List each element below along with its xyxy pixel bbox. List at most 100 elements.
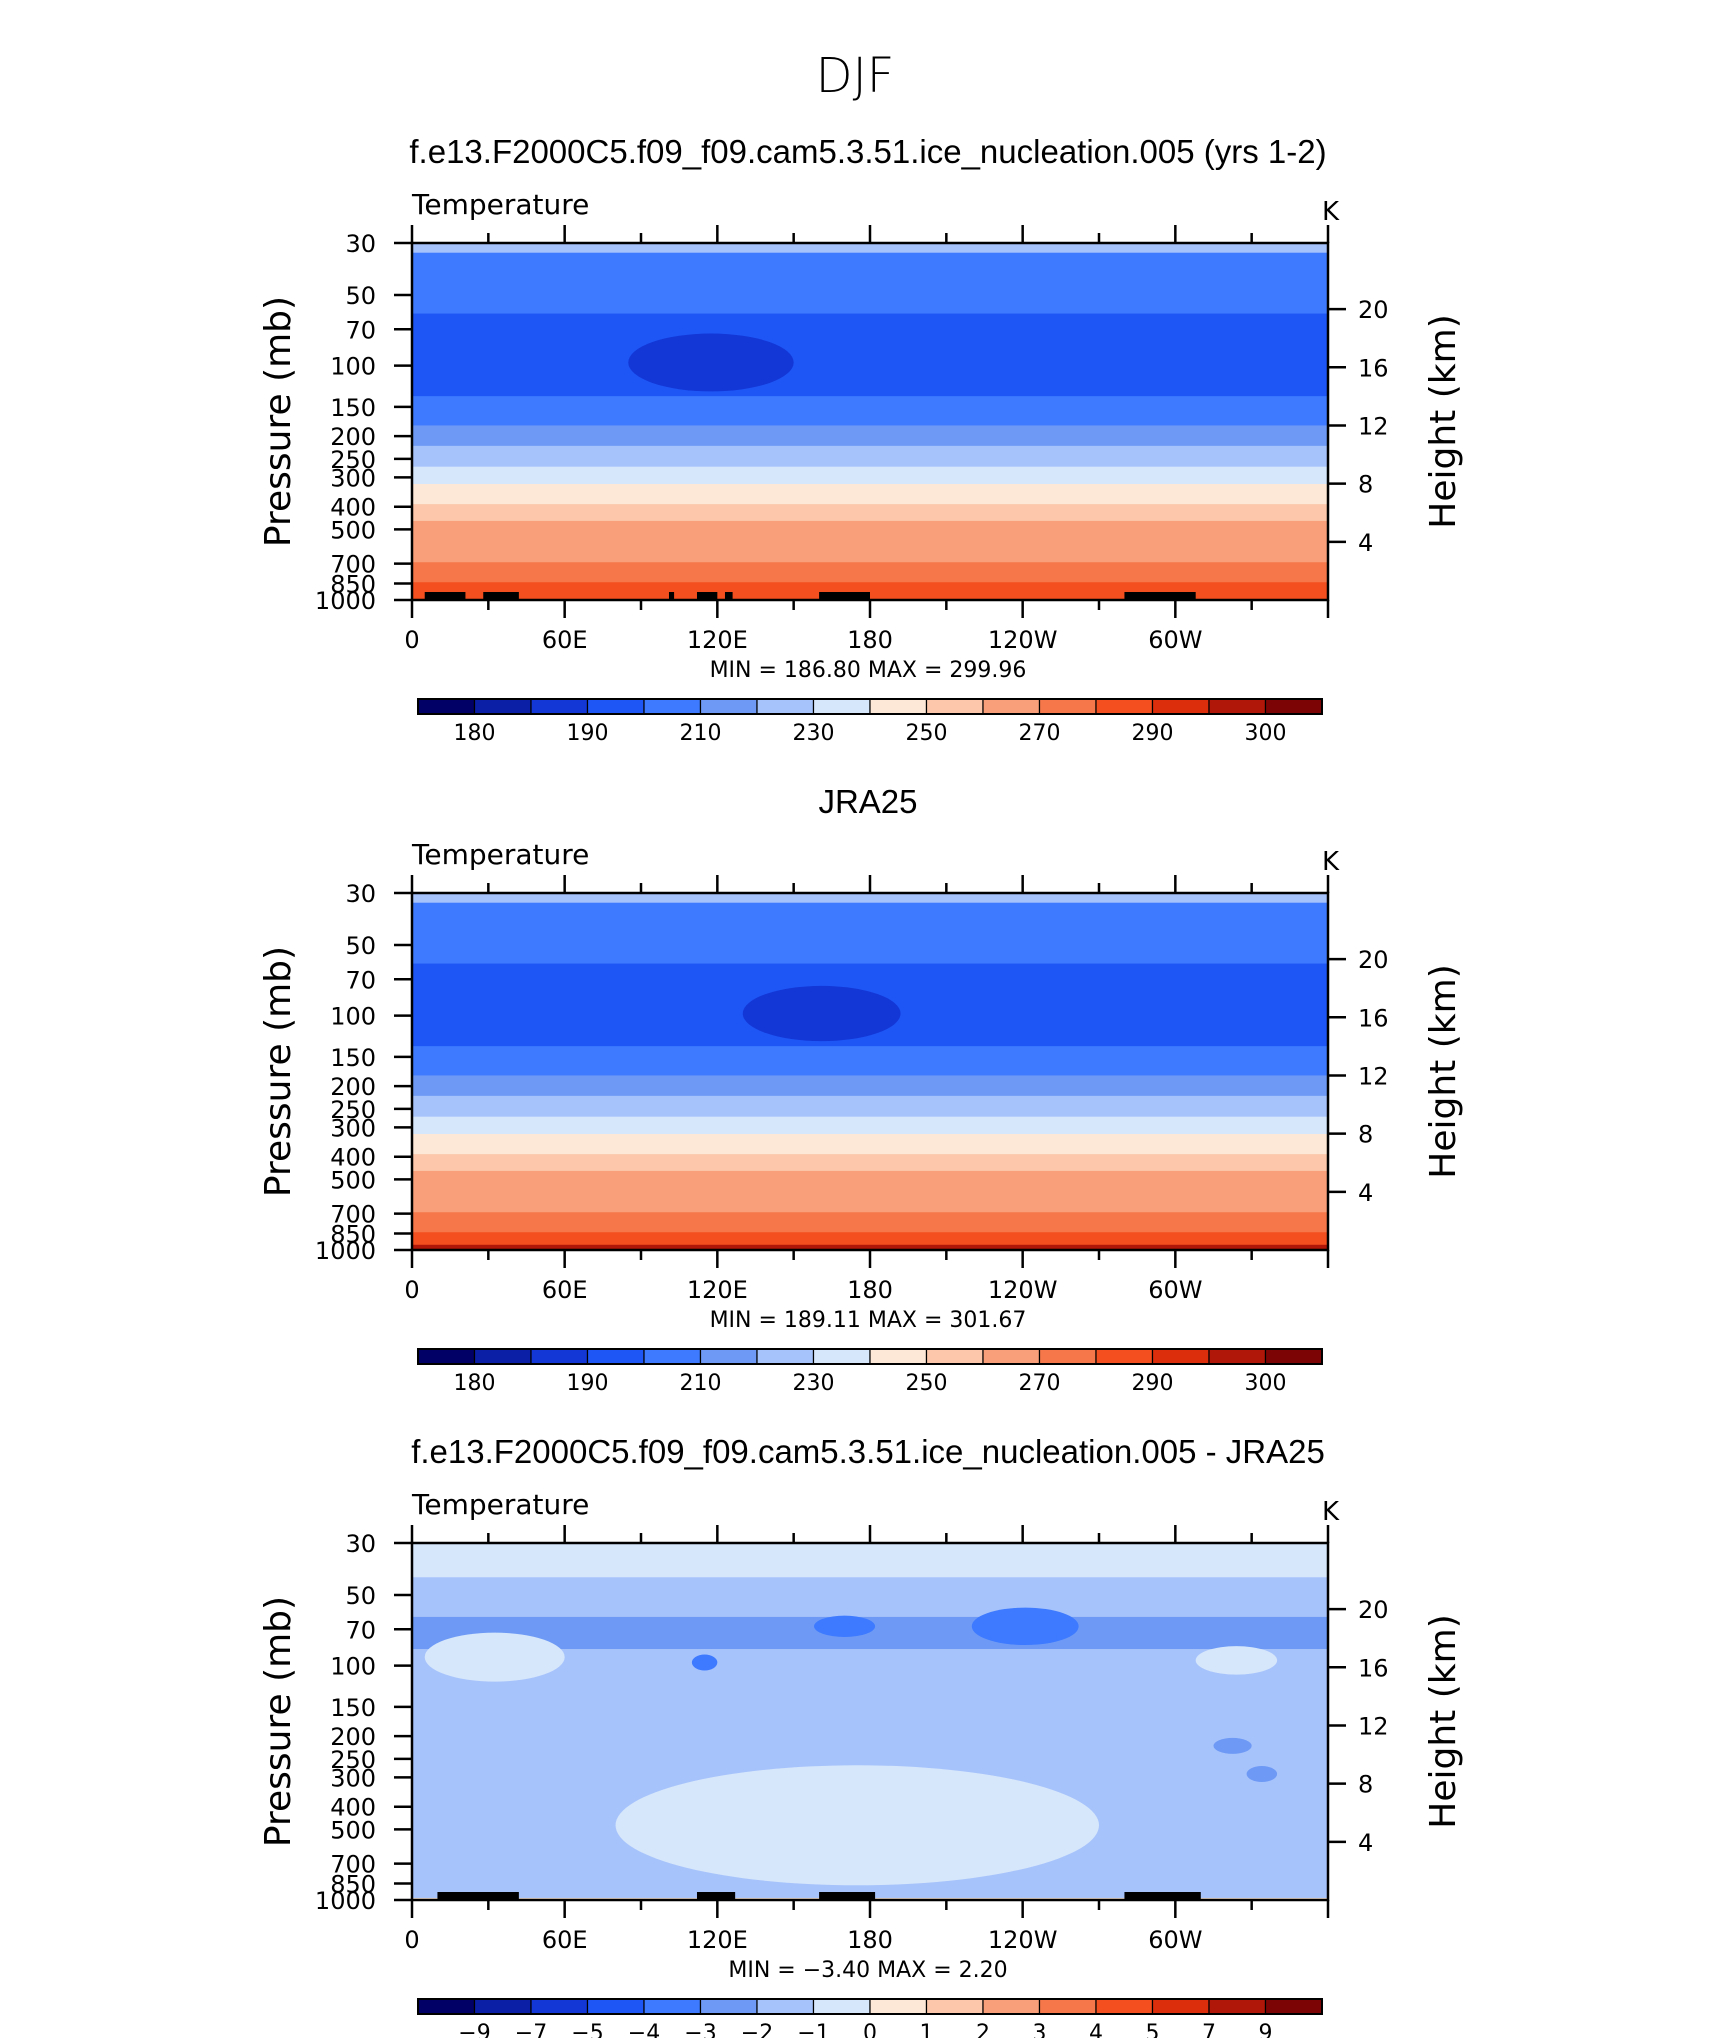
y-tick-label: 50 bbox=[345, 282, 376, 310]
colorbar-swatch bbox=[1264, 698, 1323, 715]
contour-band bbox=[412, 1212, 1328, 1233]
colorbar-label: 2 bbox=[976, 2021, 990, 2038]
x-tick-label: 180 bbox=[847, 1276, 893, 1304]
contour-band bbox=[412, 1577, 1328, 1618]
plot-area bbox=[412, 1543, 1328, 1900]
x-tick-label: 60W bbox=[1148, 1276, 1202, 1304]
colorbar-swatch bbox=[925, 1348, 984, 1365]
panel-1: f.e13.F2000C5.f09_f09.cam5.3.51.ice_nucl… bbox=[258, 133, 1464, 746]
colorbar-swatch bbox=[982, 1348, 1041, 1365]
x-tick-label: 60W bbox=[1148, 626, 1202, 654]
colorbar-label: 0 bbox=[863, 2021, 877, 2038]
contour-band bbox=[412, 466, 1328, 485]
contour-band bbox=[412, 1116, 1328, 1135]
panel-title: f.e13.F2000C5.f09_f09.cam5.3.51.ice_nucl… bbox=[411, 1433, 1325, 1470]
colorbar-label: 210 bbox=[680, 1371, 722, 1396]
colorbar-swatch bbox=[699, 1998, 758, 2015]
colorbar-swatch bbox=[925, 1998, 984, 2015]
colorbar-swatch bbox=[1151, 1998, 1210, 2015]
y-tick-label: 100 bbox=[330, 1003, 376, 1031]
colorbar-swatch bbox=[417, 1998, 476, 2015]
y-tick-label: 300 bbox=[330, 1114, 376, 1142]
contour-band bbox=[412, 1543, 1328, 1578]
x-tick-label: 120E bbox=[687, 626, 748, 654]
x-tick-label: 120E bbox=[687, 1276, 748, 1304]
y-axis-title: Pressure (mb) bbox=[258, 296, 299, 547]
y-tick-label: 850 bbox=[330, 570, 376, 598]
colorbar-swatch bbox=[756, 698, 815, 715]
x-tick-label: 120W bbox=[988, 1926, 1058, 1954]
colorbar-label: 210 bbox=[680, 721, 722, 746]
contour-band bbox=[412, 396, 1328, 426]
y-tick-label: 200 bbox=[330, 423, 376, 451]
contour-feature bbox=[742, 985, 901, 1042]
colorbar-swatch bbox=[982, 1998, 1041, 2015]
contour-band bbox=[412, 1075, 1328, 1097]
land-mask bbox=[724, 592, 733, 600]
y-tick-label: 200 bbox=[330, 1723, 376, 1751]
y-tick-label: 700 bbox=[330, 551, 376, 579]
right-axis-title: Height (km) bbox=[1423, 964, 1464, 1178]
colorbar-frame bbox=[417, 1998, 1323, 2015]
colorbar-label: 190 bbox=[567, 721, 609, 746]
contour-band bbox=[412, 252, 1328, 315]
page-title: DJF bbox=[816, 48, 895, 104]
contour-feature bbox=[1246, 1765, 1278, 1782]
contour-band bbox=[412, 582, 1328, 600]
units-label: K bbox=[1322, 1497, 1340, 1527]
colorbar-swatch bbox=[586, 1998, 645, 2015]
colorbar-swatch bbox=[869, 698, 928, 715]
contour-band bbox=[412, 893, 1328, 904]
land-mask bbox=[437, 1892, 519, 1900]
units-label: K bbox=[1322, 197, 1340, 227]
x-tick-label: 0 bbox=[404, 1276, 419, 1304]
contour-band bbox=[412, 1133, 1328, 1155]
colorbar-swatch bbox=[1095, 1998, 1154, 2015]
y-tick-label: 700 bbox=[330, 1201, 376, 1229]
min-max-label: MIN = 186.80 MAX = 299.96 bbox=[710, 658, 1027, 683]
contour-band bbox=[412, 902, 1328, 965]
plot-area bbox=[412, 243, 1328, 600]
contour-band bbox=[412, 1095, 1328, 1118]
y-tick-label: 850 bbox=[330, 1220, 376, 1248]
colorbar-swatch bbox=[1095, 1348, 1154, 1365]
y-tick-label: 400 bbox=[330, 494, 376, 522]
contour-band bbox=[412, 504, 1328, 522]
colorbar-label: 250 bbox=[906, 721, 948, 746]
contour-band bbox=[412, 540, 1328, 563]
y-tick-label: 50 bbox=[345, 932, 376, 960]
colorbar-swatch bbox=[530, 698, 589, 715]
height-tick-label: 16 bbox=[1358, 1654, 1389, 1682]
right-axis-title: Height (km) bbox=[1423, 1614, 1464, 1828]
x-tick-label: 60E bbox=[542, 1276, 588, 1304]
panel-title: f.e13.F2000C5.f09_f09.cam5.3.51.ice_nucl… bbox=[409, 133, 1326, 170]
y-tick-label: 100 bbox=[330, 1653, 376, 1681]
colorbar-label: 3 bbox=[1033, 2021, 1047, 2038]
colorbar-frame bbox=[417, 698, 1323, 715]
contour-band bbox=[412, 1170, 1328, 1192]
height-tick-label: 4 bbox=[1358, 1179, 1373, 1207]
colorbar-label: 7 bbox=[1202, 2021, 1216, 2038]
land-mask bbox=[696, 592, 718, 600]
y-tick-label: 1000 bbox=[315, 1237, 376, 1265]
right-axis-title: Height (km) bbox=[1423, 314, 1464, 528]
colorbar-swatch bbox=[756, 1348, 815, 1365]
x-tick-label: 180 bbox=[847, 1926, 893, 1954]
colorbar-frame bbox=[417, 1348, 1323, 1365]
land-mask bbox=[424, 592, 466, 600]
x-tick-label: 60E bbox=[542, 1926, 588, 1954]
x-tick-label: 0 bbox=[404, 626, 419, 654]
colorbar-label: 5 bbox=[1146, 2021, 1160, 2038]
height-tick-label: 12 bbox=[1358, 1062, 1389, 1090]
colorbar-swatch bbox=[812, 1998, 871, 2015]
y-tick-label: 150 bbox=[330, 1044, 376, 1072]
variable-label: Temperature bbox=[411, 838, 589, 871]
height-tick-label: 8 bbox=[1358, 1771, 1373, 1799]
colorbar-swatch bbox=[756, 1998, 815, 2015]
contour-band bbox=[412, 445, 1328, 468]
colorbar-swatch bbox=[1208, 1998, 1267, 2015]
y-tick-label: 850 bbox=[330, 1870, 376, 1898]
height-tick-label: 16 bbox=[1358, 354, 1389, 382]
y-tick-label: 500 bbox=[330, 516, 376, 544]
colorbar-swatch bbox=[812, 698, 871, 715]
